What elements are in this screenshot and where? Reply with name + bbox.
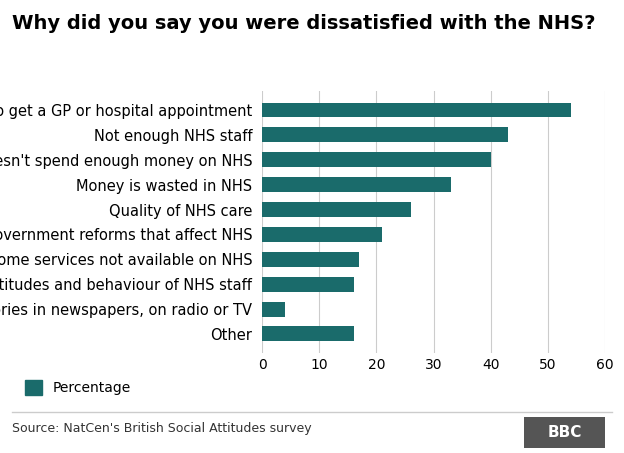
Bar: [262, 277, 354, 292]
Bar: [262, 102, 571, 117]
Bar: [262, 227, 382, 242]
Bar: [262, 127, 508, 142]
Bar: [262, 302, 285, 317]
Bar: [262, 327, 354, 342]
Text: Why did you say you were dissatisfied with the NHS?: Why did you say you were dissatisfied wi…: [12, 14, 596, 33]
Bar: [262, 202, 411, 217]
Text: Source: NatCen's British Social Attitudes survey: Source: NatCen's British Social Attitude…: [12, 422, 312, 435]
Bar: [262, 177, 451, 192]
Text: BBC: BBC: [547, 425, 582, 440]
Bar: [262, 252, 359, 267]
Legend: Percentage: Percentage: [19, 375, 137, 401]
Bar: [262, 152, 491, 167]
